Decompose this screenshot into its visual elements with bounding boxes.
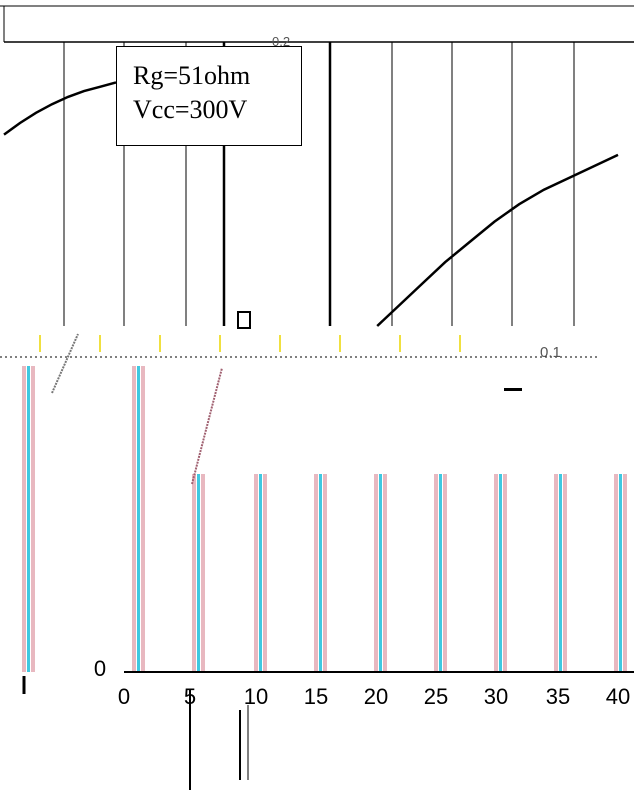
x-tick-label-20: 20 [363, 684, 389, 709]
stripe-pink-b-9 [623, 474, 627, 672]
x-tick-label-40: 40 [605, 684, 631, 709]
stripe-pink-9 [614, 474, 618, 672]
stripe-pink-b-5 [383, 474, 387, 672]
stripe-pink-6 [434, 474, 438, 672]
stripe-pink-3 [254, 474, 258, 672]
x-tick-label-35: 35 [545, 684, 571, 709]
y-tick-label-0: 0 [93, 656, 107, 681]
stripe-pink-0 [22, 366, 26, 672]
stripe-cyan-7 [499, 474, 502, 672]
stripe-pink-5 [374, 474, 378, 672]
stripe-pink-b-1 [141, 366, 145, 672]
series-line-0 [3, 81, 117, 136]
stripe-cyan-0 [27, 366, 30, 672]
stripe-cyan-8 [559, 474, 562, 672]
stripe-cyan-6 [439, 474, 442, 672]
x-tick-label-0: 0 [117, 684, 131, 709]
x-tick-label-30: 30 [483, 684, 509, 709]
stripe-pink-4 [314, 474, 318, 672]
stripe-pink-b-8 [563, 474, 567, 672]
artifact-slant-b [191, 367, 223, 485]
chart-annotation-box: Rg=51ohm Vcc=300V [116, 46, 302, 146]
stripe-pink-b-4 [323, 474, 327, 672]
annotation-rg: Rg=51ohm [133, 61, 251, 90]
top-right-axis-label: 0.2 [272, 34, 291, 49]
stripe-pink-8 [554, 474, 558, 672]
x-tick-label-10: 10 [243, 684, 269, 709]
stripe-cyan-1 [137, 366, 140, 672]
small-bracket-mark [237, 311, 251, 329]
small-dash-mark [504, 388, 522, 391]
stripe-cyan-3 [259, 474, 262, 672]
bottom-right-axis-label: 0.1 [540, 344, 561, 361]
artifact-slant-a [51, 333, 79, 394]
stripe-pink-b-3 [263, 474, 267, 672]
stripe-pink-2 [192, 474, 196, 672]
stripe-pink-1 [132, 366, 136, 672]
stripe-cyan-9 [619, 474, 622, 672]
stripe-cyan-4 [319, 474, 322, 672]
stripe-cyan-2 [197, 474, 200, 672]
stripe-cyan-5 [379, 474, 382, 672]
series-line-1 [376, 153, 619, 327]
stripe-pink-7 [494, 474, 498, 672]
stripe-pink-b-2 [201, 474, 205, 672]
annotation-vcc: Vcc=300V [133, 95, 248, 124]
x-tick-label-15: 15 [303, 684, 329, 709]
stripe-pink-b-0 [31, 366, 35, 672]
stripe-pink-b-7 [503, 474, 507, 672]
x-tick-label-5: 5 [183, 684, 197, 709]
x-tick-label-25: 25 [423, 684, 449, 709]
stripe-pink-b-6 [443, 474, 447, 672]
